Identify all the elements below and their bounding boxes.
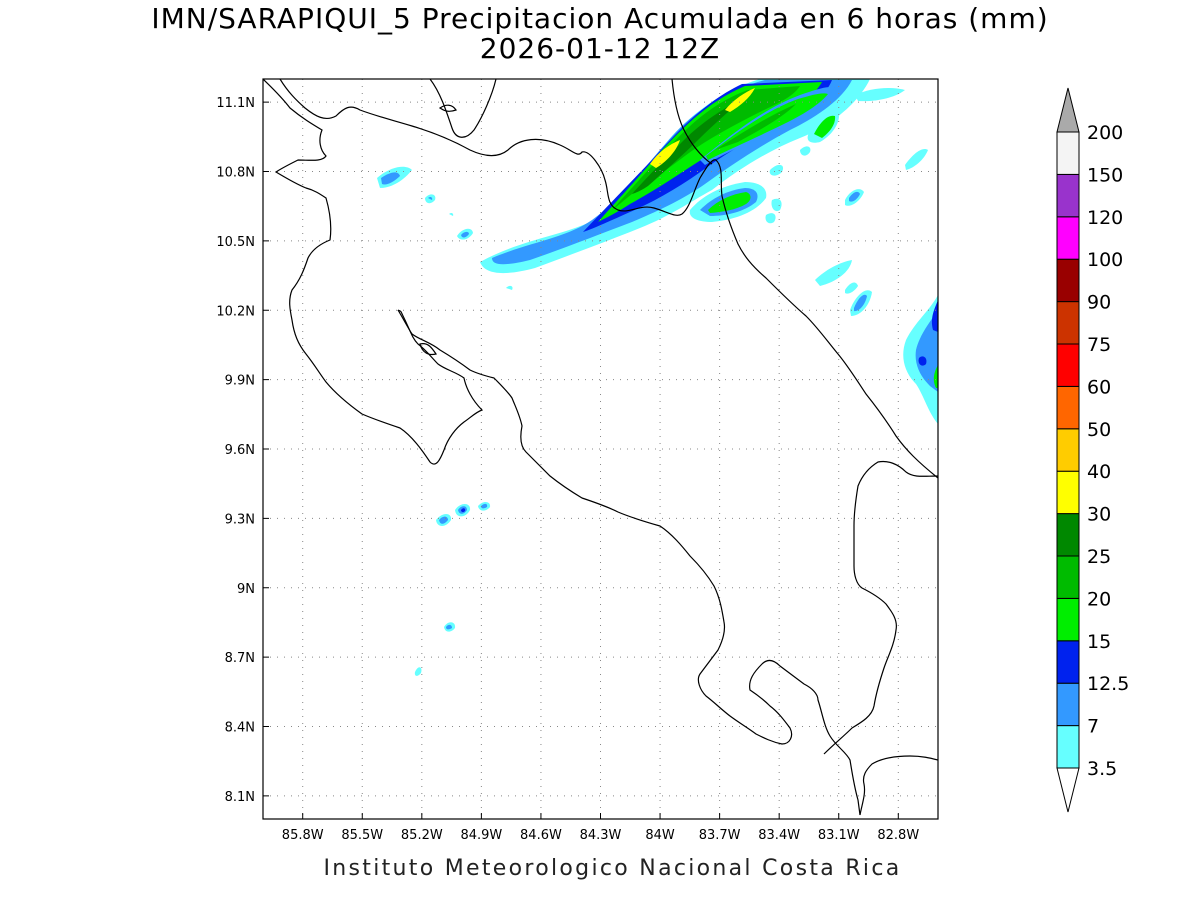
colorbar-box	[1056, 258, 1080, 303]
y-tick-label: 9.6N	[225, 443, 255, 458]
colorbar-label: 12.5	[1087, 673, 1129, 695]
precipitation-field	[377, 79, 938, 676]
y-tick-label: 9.9N	[225, 374, 255, 389]
x-tick-label: 83.7W	[699, 828, 741, 843]
y-tick-label: 8.1N	[225, 790, 255, 805]
y-tick-label: 11.1N	[216, 96, 255, 111]
y-tick-label: 8.4N	[225, 721, 255, 736]
colorbar-box	[1056, 470, 1080, 515]
colorbar-box	[1056, 428, 1080, 472]
colorbar-label: 25	[1087, 546, 1111, 568]
y-tick-label: 9.3N	[225, 512, 255, 527]
x-tick-label: 84.3W	[580, 828, 622, 843]
colorbar-label: 50	[1087, 419, 1111, 441]
x-tick-label: 82.8W	[877, 828, 919, 843]
colorbar-box	[1056, 640, 1080, 684]
map-title: IMN/SARAPIQUI_5 Precipitacion Acumulada …	[151, 2, 1049, 35]
y-tick-label: 8.7N	[225, 651, 255, 666]
colorbar-label: 150	[1087, 164, 1123, 186]
x-tick-label: 84.9W	[460, 828, 502, 843]
colorbar-label: 20	[1087, 588, 1111, 610]
map-frame	[262, 78, 939, 820]
colorbar-over-arrow	[1056, 87, 1080, 133]
colorbar-box	[1056, 555, 1080, 599]
colorbar-box	[1056, 682, 1080, 727]
y-tick-label: 10.5N	[216, 235, 255, 250]
colorbar-label: 15	[1087, 631, 1111, 653]
colorbar: 3.5 7 12.5 15 20 25 30 40 50 60 75 90 100 120 150 200	[1056, 87, 1129, 813]
x-tick-label: 84.6W	[520, 828, 562, 843]
colorbar-label: 90	[1087, 292, 1111, 314]
colorbar-label: 60	[1087, 376, 1111, 398]
colorbar-label: 40	[1087, 461, 1111, 483]
x-tick-label: 84W	[645, 828, 675, 843]
colorbar-box	[1056, 343, 1080, 387]
x-tick-label: 83.4W	[758, 828, 800, 843]
y-tick-label: 10.8N	[216, 166, 255, 181]
colorbar-label: 75	[1087, 334, 1111, 356]
x-tick-label: 85.8W	[282, 828, 324, 843]
colorbar-label: 30	[1087, 504, 1111, 526]
x-tick-label: 85.2W	[401, 828, 443, 843]
x-tick-label: 83.1W	[818, 828, 860, 843]
colorbar-box	[1056, 725, 1080, 769]
colorbar-box	[1056, 385, 1080, 430]
colorbar-label: 100	[1087, 249, 1123, 271]
colorbar-box	[1056, 173, 1080, 218]
coastline-border	[263, 79, 938, 816]
colorbar-box	[1056, 216, 1080, 260]
lat-lon-grid	[263, 79, 938, 819]
colorbar-label: 7	[1087, 716, 1099, 738]
map-valid-time: 2026-01-12 12Z	[479, 32, 721, 65]
x-tick-label: 85.5W	[341, 828, 383, 843]
colorbar-box	[1056, 513, 1080, 557]
colorbar-box	[1056, 597, 1080, 642]
y-tick-label: 10.2N	[216, 304, 255, 319]
colorbar-label: 200	[1087, 122, 1123, 144]
y-tick-label: 9N	[237, 582, 255, 597]
colorbar-label: 120	[1087, 207, 1123, 229]
colorbar-box	[1056, 131, 1080, 175]
colorbar-label: 3.5	[1087, 758, 1117, 780]
colorbar-under-arrow	[1056, 767, 1080, 813]
footer-credit: Instituto Meteorologico Nacional Costa R…	[323, 856, 902, 881]
axis-ticks: 85.8W 85.5W 85.2W 84.9W 84.6W 84.3W 84W 83.7W 83…	[216, 96, 919, 843]
colorbar-box	[1056, 301, 1080, 345]
